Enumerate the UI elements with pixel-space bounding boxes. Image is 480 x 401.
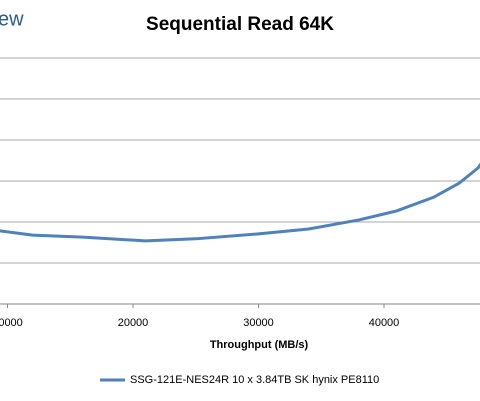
series-line [0, 162, 480, 243]
legend-label: SSG-121E-NES24R 10 x 3.84TB SK hynix PE8… [130, 374, 379, 386]
x-tick-label: 40000 [369, 317, 400, 329]
x-tick-label: 30000 [243, 317, 274, 329]
chart-title: Sequential Read 64K [146, 14, 334, 35]
x-axis-title: Throughput (MB/s) [210, 339, 309, 351]
logo-text: ew [0, 8, 24, 30]
x-tick-label: 20000 [118, 317, 149, 329]
